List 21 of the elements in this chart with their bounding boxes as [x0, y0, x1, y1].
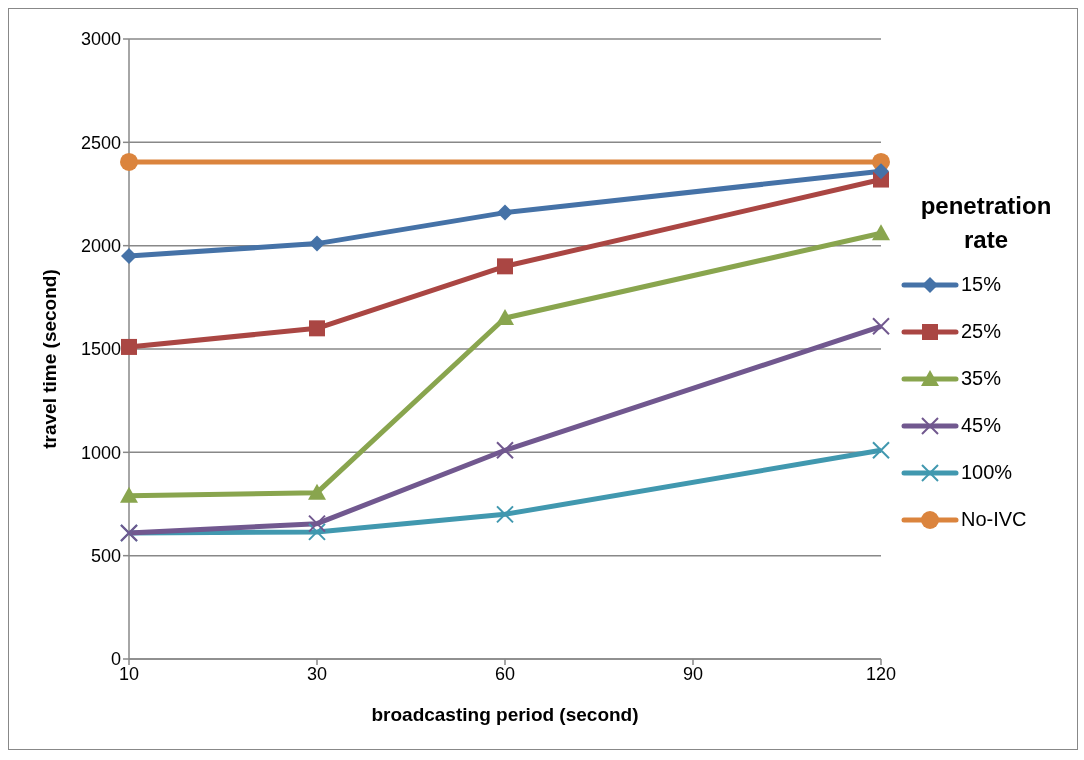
- y-tick-label: 500: [90, 546, 121, 567]
- x-tick-label: 60: [494, 663, 516, 684]
- y-tick-label: 1500: [80, 339, 121, 360]
- x-tick-label: 90: [682, 663, 704, 684]
- x-tick-label: 10: [118, 663, 140, 684]
- x-axis-title: broadcasting period (second): [371, 704, 639, 725]
- x-tick-label: 30: [306, 663, 328, 684]
- y-tick-label: 3000: [80, 29, 121, 50]
- y-tick-label: 0: [110, 649, 121, 670]
- legend-label: 25%: [961, 320, 1002, 343]
- legend-label: 35%: [961, 367, 1002, 390]
- y-axis-title: travel time (second): [38, 269, 60, 449]
- x-tick-label: 120: [865, 663, 897, 684]
- y-tick-label: 2000: [80, 236, 121, 257]
- legend-label: 15%: [961, 273, 1002, 296]
- legend-label: 45%: [961, 414, 1002, 437]
- y-tick-label: 1000: [80, 442, 121, 463]
- legend-label: 100%: [961, 461, 1013, 484]
- legend-title: penetration rate: [919, 191, 1053, 255]
- legend-label: No-IVC: [961, 508, 1027, 531]
- y-tick-label: 2500: [80, 132, 121, 153]
